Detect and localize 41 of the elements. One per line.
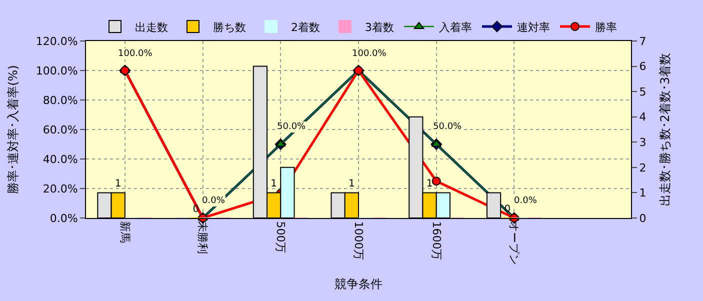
- y-tick-label: 40.0%: [42, 152, 78, 166]
- data-label: 50.0%: [433, 122, 462, 132]
- legend-label: 入着率: [439, 20, 472, 34]
- y-tick-label: 20.0%: [42, 182, 78, 196]
- x-tick-label: 500万: [274, 221, 288, 254]
- data-label: 0.0%: [202, 196, 226, 206]
- y-tick-label: 0.0%: [50, 212, 78, 225]
- y2-tick-label: 1: [639, 186, 646, 200]
- y2-tick-label: 0: [639, 212, 646, 225]
- legend-label: 出走数: [135, 20, 168, 34]
- y2-tick-label: 6: [639, 60, 646, 74]
- data-label: 100.0%: [118, 49, 153, 59]
- data-label: 50.0%: [277, 122, 306, 132]
- y-tick-label: 80.0%: [42, 94, 78, 107]
- y-tick-label: 100.0%: [36, 64, 78, 78]
- y2-axis-title: 出走数･勝ち数･2着数･3着数: [658, 52, 672, 206]
- data-label: 1: [426, 178, 433, 190]
- legend-label: 2着数: [291, 20, 320, 34]
- x-tick-label: 1000万: [352, 221, 365, 260]
- legend-label: 勝率: [595, 20, 617, 34]
- data-label: 1: [270, 178, 278, 190]
- legend-label: 3着数: [365, 20, 394, 34]
- x-axis-title: 競争条件: [334, 277, 382, 292]
- y-axis-title: 勝率･連対率･入着率(%): [6, 65, 20, 194]
- y2-tick-label: 4: [639, 110, 646, 124]
- y2-tick-label: 5: [639, 85, 646, 98]
- y-tick-label: 60.0%: [42, 123, 78, 136]
- y2-tick-label: 3: [639, 136, 646, 149]
- x-tick-label: 新馬: [118, 221, 132, 244]
- x-tick-label: 1600万: [430, 221, 443, 260]
- x-tick-label: オープン: [508, 221, 521, 266]
- data-label: 0.0%: [514, 196, 538, 206]
- data-label: 100.0%: [352, 49, 387, 59]
- y-tick-label: 120.0%: [36, 34, 78, 48]
- y2-tick-label: 7: [639, 34, 646, 48]
- data-label: 1: [348, 178, 355, 190]
- legend-label: 連対率: [517, 20, 550, 34]
- data-label: 1: [114, 178, 122, 190]
- x-tick-label: 未勝利: [196, 221, 210, 254]
- legend-label: 勝ち数: [213, 20, 246, 34]
- y2-tick-label: 2: [639, 161, 646, 174]
